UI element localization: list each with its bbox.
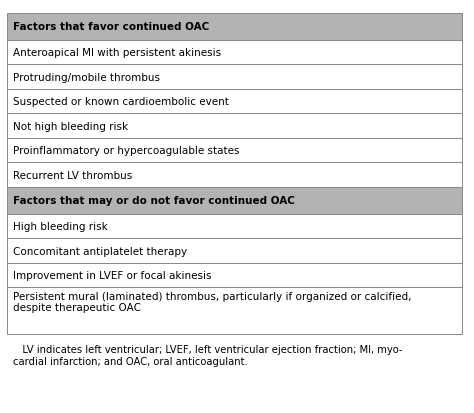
Bar xyxy=(7,188,462,214)
Bar xyxy=(7,163,462,188)
Text: High bleeding risk: High bleeding risk xyxy=(13,222,108,232)
Bar xyxy=(7,288,462,334)
Text: Improvement in LVEF or focal akinesis: Improvement in LVEF or focal akinesis xyxy=(13,271,211,280)
Bar xyxy=(7,65,462,90)
Text: Suspected or known cardioembolic event: Suspected or known cardioembolic event xyxy=(13,97,229,107)
Bar xyxy=(7,239,462,263)
Bar xyxy=(7,263,462,288)
Text: Persistent mural (laminated) thrombus, particularly if organized or calcified,
d: Persistent mural (laminated) thrombus, p… xyxy=(13,291,411,313)
Text: Concomitant antiplatelet therapy: Concomitant antiplatelet therapy xyxy=(13,246,187,256)
Text: Protruding/mobile thrombus: Protruding/mobile thrombus xyxy=(13,73,160,83)
Text: Recurrent LV thrombus: Recurrent LV thrombus xyxy=(13,170,132,180)
Text: Factors that may or do not favor continued OAC: Factors that may or do not favor continu… xyxy=(13,196,295,206)
Text: Factors that favor continued OAC: Factors that favor continued OAC xyxy=(13,22,209,32)
Bar xyxy=(7,90,462,114)
Text: Anteroapical MI with persistent akinesis: Anteroapical MI with persistent akinesis xyxy=(13,48,221,58)
Bar xyxy=(7,114,462,139)
Bar xyxy=(7,41,462,65)
Bar xyxy=(7,214,462,239)
Text: LV indicates left ventricular; LVEF, left ventricular ejection fraction; MI, myo: LV indicates left ventricular; LVEF, lef… xyxy=(13,344,402,366)
Bar xyxy=(7,139,462,163)
Text: Not high bleeding risk: Not high bleeding risk xyxy=(13,121,128,131)
Text: Proinflammatory or hypercoagulable states: Proinflammatory or hypercoagulable state… xyxy=(13,146,239,156)
Bar xyxy=(7,14,462,41)
